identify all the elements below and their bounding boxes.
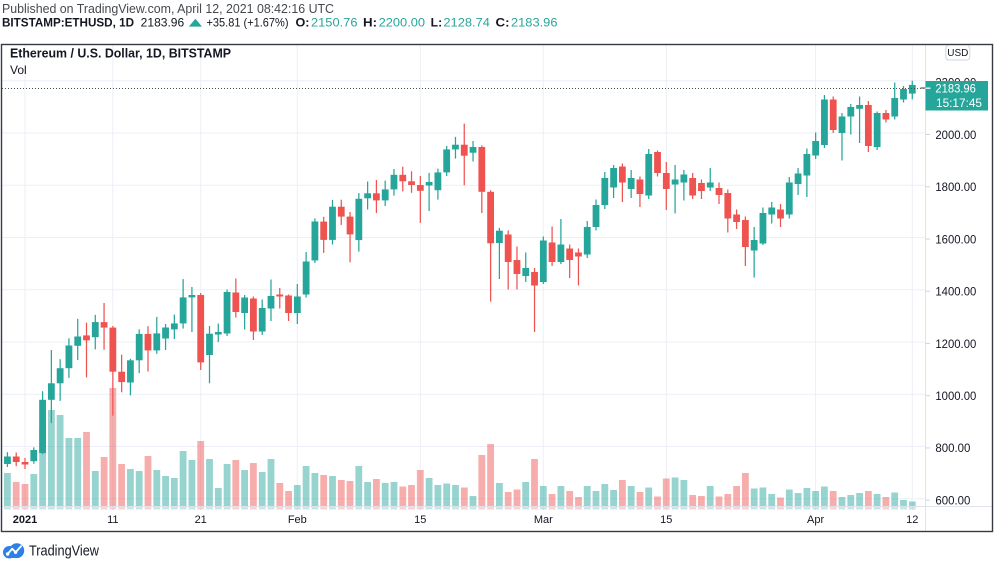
svg-text:15:17:45: 15:17:45 <box>936 98 982 110</box>
svg-text:15: 15 <box>660 514 672 526</box>
svg-text:2200.00: 2200.00 <box>379 16 426 30</box>
svg-text:Ethereum / U.S. Dollar, 1D, BI: Ethereum / U.S. Dollar, 1D, BITSTAMP <box>10 46 231 60</box>
svg-text:1600.00: 1600.00 <box>935 234 976 246</box>
svg-text:2183.96: 2183.96 <box>141 16 185 30</box>
svg-text:2150.76: 2150.76 <box>311 16 358 30</box>
svg-text:12: 12 <box>906 514 918 526</box>
svg-text:+35.81 (+1.67%): +35.81 (+1.67%) <box>207 16 289 30</box>
svg-text:C:: C: <box>496 16 510 30</box>
svg-text:Apr: Apr <box>807 514 824 526</box>
svg-text:800.00: 800.00 <box>935 443 970 455</box>
svg-text:Feb: Feb <box>288 514 307 526</box>
svg-text:Mar: Mar <box>534 514 553 526</box>
svg-text:BITSTAMP:ETHUSD, 1D: BITSTAMP:ETHUSD, 1D <box>2 16 134 30</box>
svg-text:L:: L: <box>431 16 443 30</box>
svg-text:2183.96: 2183.96 <box>935 84 976 96</box>
svg-text:600.00: 600.00 <box>935 496 970 508</box>
svg-text:2183.96: 2183.96 <box>511 16 558 30</box>
svg-text:11: 11 <box>107 514 118 526</box>
svg-text:H:: H: <box>363 16 377 30</box>
svg-text:1200.00: 1200.00 <box>935 339 976 351</box>
svg-text:1800.00: 1800.00 <box>935 182 976 194</box>
svg-text:Published on TradingView.com,: Published on TradingView.com, April 12, … <box>2 1 334 16</box>
svg-text:2021: 2021 <box>13 514 37 526</box>
svg-text:TradingView: TradingView <box>29 542 99 559</box>
svg-text:21: 21 <box>195 514 207 526</box>
svg-text:15: 15 <box>414 514 426 526</box>
svg-text:1400.00: 1400.00 <box>935 287 976 299</box>
svg-text:2000.00: 2000.00 <box>935 130 976 142</box>
svg-text:USD: USD <box>947 48 968 59</box>
svg-text:O:: O: <box>296 16 310 30</box>
svg-text:2128.74: 2128.74 <box>443 16 490 30</box>
svg-text:1000.00: 1000.00 <box>935 391 976 403</box>
svg-text:Vol: Vol <box>10 63 27 77</box>
